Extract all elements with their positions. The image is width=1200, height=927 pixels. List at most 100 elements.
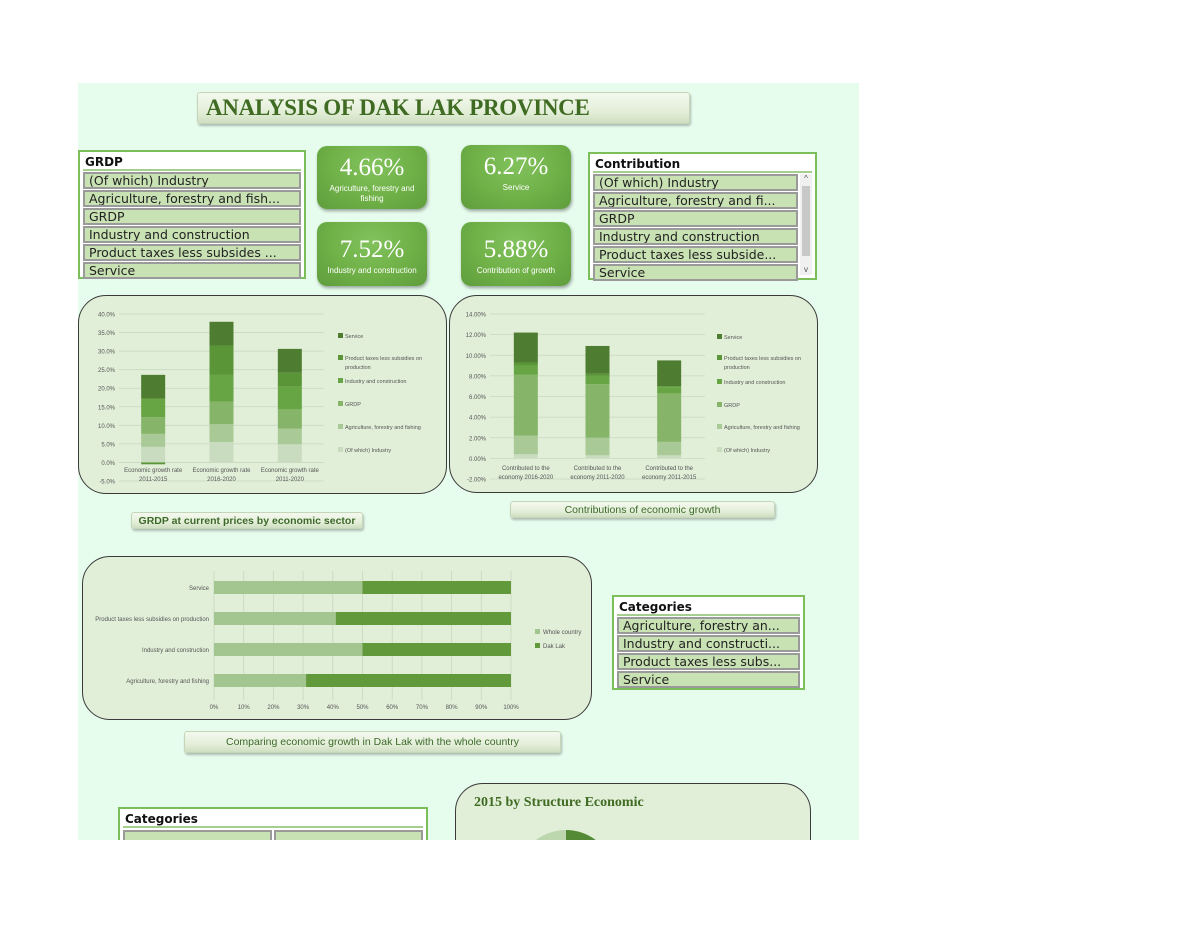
slicer-item[interactable]: [274, 829, 423, 840]
kpi-label: Contribution of growth: [476, 266, 556, 275]
svg-text:20%: 20%: [267, 705, 280, 711]
slicer-categories-bottom: Categories: [118, 807, 428, 840]
slicer-categories-bottom-title: Categories: [123, 811, 423, 828]
svg-text:Product taxes less subsidies o: Product taxes less subsidies on: [345, 356, 422, 362]
slicer-item[interactable]: Agriculture, forestry and fi...: [593, 191, 798, 209]
slicer-item[interactable]: Service: [83, 261, 301, 279]
svg-text:14.00%: 14.00%: [466, 313, 487, 319]
svg-text:0%: 0%: [210, 705, 219, 711]
chart-grdp-by-sector[interactable]: 40.0% 35.0% 30.0% 25.0% 20.0% 15.0% 10.0% 5.0% 0…: [78, 295, 447, 494]
svg-text:0.00%: 0.00%: [469, 457, 487, 463]
chart-contributions[interactable]: 14.00% 12.00% 10.00% 8.00% 6.00% 4.00% 2.00% 0.…: [449, 295, 818, 493]
slicer-item[interactable]: Service: [617, 670, 800, 688]
kpi-value: 7.52%: [339, 236, 405, 263]
slicer-contribution-title: Contribution: [593, 156, 812, 173]
slicer-item[interactable]: Product taxes less subs...: [617, 652, 800, 670]
slicer-item[interactable]: (Of which) Industry: [593, 173, 798, 191]
svg-text:35.0%: 35.0%: [98, 331, 116, 337]
svg-text:Economic growth rate: Economic growth rate: [124, 468, 183, 474]
svg-text:30.0%: 30.0%: [98, 350, 116, 356]
slicer-item[interactable]: Industry and construction: [593, 227, 798, 245]
slicer-item[interactable]: GRDP: [83, 207, 301, 225]
kpi-contribution-growth: 5.88% Contribution of growth: [461, 222, 571, 286]
kpi-agriculture: 4.66% Agriculture, forestry and fishing: [317, 146, 427, 209]
svg-text:economy 2011-2020: economy 2011-2020: [570, 475, 625, 481]
svg-text:25.0%: 25.0%: [98, 368, 116, 374]
svg-text:8.00%: 8.00%: [469, 374, 487, 380]
slicer-item[interactable]: Agriculture, forestry and fish...: [83, 189, 301, 207]
slicer-item[interactable]: Industry and constructi...: [617, 634, 800, 652]
svg-text:40%: 40%: [327, 705, 340, 711]
svg-text:2016-2020: 2016-2020: [207, 477, 236, 483]
svg-text:(Of which) Industry: (Of which) Industry: [345, 448, 391, 454]
svg-text:90%: 90%: [475, 705, 488, 711]
slicer-item[interactable]: Product taxes less subside...: [593, 245, 798, 263]
pie-title: 2015 by Structure Economic: [474, 795, 644, 810]
slicer-grdp-items: (Of which) Industry Agriculture, forestry…: [83, 171, 301, 279]
chart-compare-svg: 0% 10% 20% 30% 40% 50% 60% 70% 80% 90% 100% Service…: [95, 571, 581, 711]
scroll-down-icon[interactable]: v: [804, 265, 808, 274]
svg-text:Agriculture, forestry and fish: Agriculture, forestry and fishing: [126, 679, 209, 685]
svg-text:(Of which) Industry: (Of which) Industry: [724, 448, 770, 454]
svg-text:GRDP: GRDP: [724, 403, 740, 409]
svg-text:Service: Service: [724, 335, 742, 341]
svg-text:50%: 50%: [356, 705, 369, 711]
svg-text:5.0%: 5.0%: [101, 442, 115, 448]
slicer-item[interactable]: Service: [593, 263, 798, 281]
svg-text:40.0%: 40.0%: [98, 313, 116, 319]
slicer-scrollbar[interactable]: ^ v: [800, 174, 812, 275]
slicer-item[interactable]: Agriculture, forestry an...: [617, 616, 800, 634]
slicer-item[interactable]: Industry and construction: [83, 225, 301, 243]
svg-text:Product taxes less subsidies o: Product taxes less subsidies on producti…: [95, 617, 209, 623]
kpi-label: Industry and construction: [327, 266, 417, 275]
svg-text:70%: 70%: [416, 705, 429, 711]
kpi-label: Agriculture, forestry and fishing: [329, 184, 415, 203]
svg-text:80%: 80%: [446, 705, 459, 711]
svg-text:Industry and construction: Industry and construction: [345, 379, 406, 385]
chart-compare-country[interactable]: 0% 10% 20% 30% 40% 50% 60% 70% 80% 90% 100% Service…: [82, 556, 592, 720]
svg-text:economy 2016-2020: economy 2016-2020: [498, 475, 553, 481]
slicer-contribution: Contribution (Of which) Industry Agricult…: [588, 152, 817, 281]
svg-text:0.0%: 0.0%: [101, 461, 115, 467]
svg-text:Contributed to the: Contributed to the: [645, 466, 693, 472]
slicer-grdp: GRDP (Of which) Industry Agriculture, for…: [78, 150, 306, 279]
svg-text:4.00%: 4.00%: [469, 416, 487, 422]
svg-text:10%: 10%: [238, 705, 251, 711]
slicer-categories-title: Categories: [617, 599, 800, 616]
svg-text:Service: Service: [345, 334, 363, 340]
slicer-contribution-items: (Of which) Industry Agriculture, forestry…: [593, 173, 798, 281]
chart-grdp-svg: 40.0% 35.0% 30.0% 25.0% 20.0% 15.0% 10.0% 5.0% 0…: [98, 313, 422, 486]
svg-text:15.0%: 15.0%: [98, 405, 116, 411]
svg-text:10.0%: 10.0%: [98, 424, 116, 430]
slicer-grdp-title: GRDP: [83, 154, 301, 171]
kpi-value: 6.27%: [483, 153, 549, 180]
slicer-item[interactable]: Product taxes less subsides ...: [83, 243, 301, 261]
dashboard-sheet: ANALYSIS OF DAK LAK PROVINCE GRDP (Of wh…: [78, 83, 859, 840]
caption-chart1: GRDP at current prices by economic secto…: [131, 512, 363, 529]
chart-structure-2015[interactable]: 2015 by Structure Economic: [455, 783, 811, 840]
scroll-up-icon[interactable]: ^: [804, 174, 808, 183]
svg-text:Agriculture, forestry and fish: Agriculture, forestry and fishing: [345, 425, 421, 431]
slicer-item[interactable]: (Of which) Industry: [83, 171, 301, 189]
slicer-categories: Categories Agriculture, forestry an... In…: [612, 595, 805, 690]
svg-text:Whole country: Whole country: [543, 630, 581, 636]
svg-text:10.00%: 10.00%: [466, 354, 487, 360]
caption-chart2: Contributions of economic growth: [510, 501, 775, 518]
svg-text:Agriculture, forestry and fish: Agriculture, forestry and fishing: [724, 425, 800, 431]
chart-contributions-svg: 14.00% 12.00% 10.00% 8.00% 6.00% 4.00% 2.00% 0.…: [466, 313, 801, 484]
svg-text:Industry and construction: Industry and construction: [142, 648, 209, 654]
svg-text:GRDP: GRDP: [345, 402, 361, 408]
svg-text:2.00%: 2.00%: [469, 436, 487, 442]
svg-text:20.0%: 20.0%: [98, 387, 116, 393]
slicer-item[interactable]: GRDP: [593, 209, 798, 227]
kpi-value: 4.66%: [339, 154, 405, 181]
slicer-item[interactable]: [123, 829, 272, 840]
svg-text:Economic growth rate: Economic growth rate: [192, 468, 251, 474]
svg-text:Contributed to the: Contributed to the: [574, 466, 622, 472]
slicer-categories-items: Agriculture, forestry an... Industry and …: [617, 616, 800, 688]
scrollbar-thumb[interactable]: [802, 186, 810, 256]
svg-text:-2.00%: -2.00%: [467, 478, 487, 484]
svg-text:60%: 60%: [386, 705, 399, 711]
svg-text:economy 2011-2015: economy 2011-2015: [642, 475, 697, 481]
caption-chart3: Comparing economic growth in Dak Lak wit…: [184, 731, 561, 753]
